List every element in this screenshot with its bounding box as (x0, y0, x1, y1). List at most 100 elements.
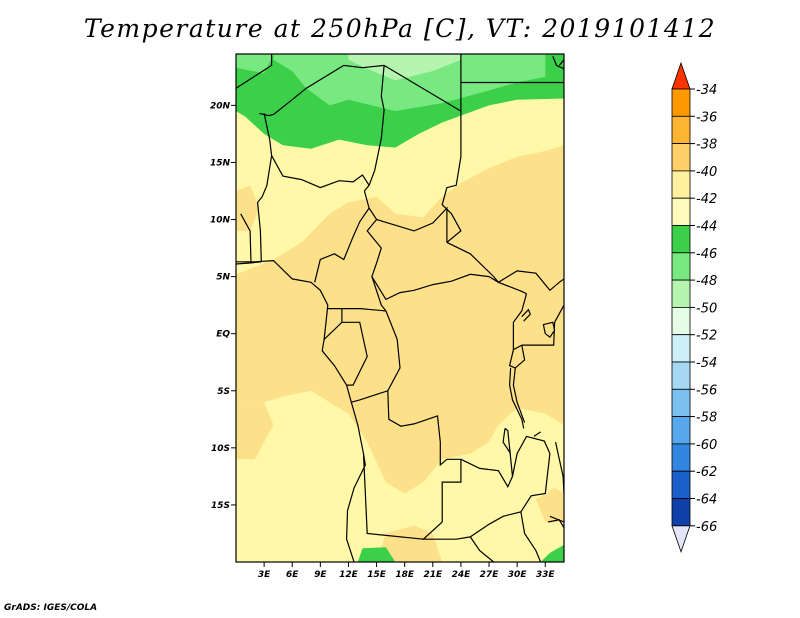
country-borders (235, 54, 565, 563)
border-line (521, 304, 565, 346)
field-region-minus-48 (273, 54, 546, 112)
field-region-minus-40 (535, 487, 564, 522)
lat-tick-label: 15S (211, 501, 230, 511)
border-line (511, 435, 551, 477)
border-line (547, 519, 565, 529)
colorbar-segment (671, 170, 691, 199)
border-line (508, 344, 526, 369)
lat-tick-label: 15N (210, 158, 231, 168)
border-line (376, 206, 448, 243)
border-line (460, 427, 514, 488)
colorbar-segment (671, 498, 691, 527)
colorbar-label: -60 (696, 438, 717, 453)
colorbar: -34 -36 -38 -40 -42 -44 -46 -48 -50 -52 -54 -56 -58 -… (671, 61, 717, 554)
field-region-minus-46 (540, 544, 564, 562)
lon-tick-label: 12E (339, 570, 359, 580)
lake-mweru-shore (502, 428, 512, 454)
colorbar-segment (671, 143, 691, 172)
colorbar-label: -62 (696, 465, 717, 480)
lat-tick-label: 20N (210, 101, 231, 111)
field-region-minus-48 (236, 54, 274, 74)
lon-tick-label: 21E (423, 570, 443, 580)
border-line (362, 453, 424, 540)
lon-tick-label: 24E (452, 570, 472, 580)
lat-tick-label: 5S (217, 387, 230, 397)
lon-tick-label: 27E (480, 570, 500, 580)
colorbar-label: -48 (696, 274, 717, 289)
lon-tick-label: 30E (508, 570, 528, 580)
map-panel: 20N 15N 10N 5N EQ 5S 10S 15S 3E 6E 9E 12E 15E 18E 21E… (210, 53, 565, 580)
colorbar-label: -40 (696, 165, 717, 180)
border-line (271, 155, 370, 189)
lat-tick-label: 5N (216, 273, 230, 283)
border-line (512, 293, 528, 350)
temperature-field (236, 54, 564, 562)
border-line (446, 241, 565, 292)
border-line (520, 511, 542, 563)
longitude-axis: 3E 6E 9E 12E 15E 18E 21E 24E 27E 30E 33E (258, 562, 556, 580)
colorbar-label: -42 (696, 192, 717, 207)
border-line (327, 308, 386, 312)
field-region-minus-40 (236, 145, 564, 494)
field-region-minus-50 (348, 54, 461, 81)
colorbar-label: -46 (696, 247, 717, 262)
colorbar-label: -38 (696, 138, 717, 153)
map-title: Temperature at 250hPa [C], VT: 201910141… (83, 14, 717, 43)
latitude-axis: 20N 15N 10N 5N EQ 5S 10S 15S (210, 101, 236, 511)
border-line (314, 207, 370, 283)
colorbar-bottom-triangle (671, 525, 691, 554)
border-line (240, 213, 252, 263)
lake-tanganyika-shore (512, 367, 526, 423)
lon-tick-label: 18E (395, 570, 415, 580)
colorbar-label: -50 (696, 301, 717, 316)
colorbar-segment (671, 279, 691, 308)
lon-tick-label: 3E (258, 570, 271, 580)
lake-albert-shore (521, 308, 532, 322)
colorbar-label: -64 (696, 493, 717, 508)
border-line (469, 536, 495, 563)
colorbar-segment (671, 197, 691, 226)
border-line (256, 113, 273, 262)
colorbar-label: -56 (696, 383, 717, 398)
border-line (371, 273, 527, 301)
colorbar-segment (671, 334, 691, 363)
colorbar-segment (671, 361, 691, 390)
border-line (351, 310, 401, 403)
colorbar-segment (671, 470, 691, 499)
grads-credit: GrADS: IGES/COLA (4, 603, 98, 613)
border-line (421, 458, 471, 540)
lon-tick-label: 9E (314, 570, 327, 580)
coastline (236, 259, 366, 563)
field-region-minus-40 (236, 402, 274, 460)
colorbar-label: -34 (696, 83, 717, 98)
field-region-minus-40 (236, 185, 260, 231)
colorbar-label: -36 (696, 110, 717, 125)
colorbar-label: -66 (696, 520, 717, 535)
border-line (552, 56, 565, 70)
colorbar-label: -58 (696, 411, 717, 426)
border-line (363, 190, 387, 312)
lat-tick-label: EQ (216, 330, 230, 340)
colorbar-segment (671, 115, 691, 145)
colorbar-label: -44 (696, 220, 717, 235)
colorbar-top-triangle (671, 61, 691, 90)
colorbar-segment (671, 225, 691, 254)
lon-tick-label: 6E (286, 570, 299, 580)
lon-tick-label: 33E (536, 570, 556, 580)
colorbar-segment (671, 388, 691, 417)
colorbar-segment (671, 252, 691, 281)
border-line (558, 59, 565, 66)
border-line (441, 111, 462, 243)
colorbar-segment (671, 416, 691, 445)
border-line (259, 64, 385, 117)
border-line (533, 431, 541, 437)
colorbar-segment (671, 88, 691, 117)
lake-tanganyika-shore (508, 367, 525, 429)
lon-tick-label: 15E (367, 570, 387, 580)
border-line (323, 321, 368, 386)
border-line (549, 515, 565, 523)
field-region-minus-40 (376, 525, 443, 562)
colorbar-label: -52 (696, 329, 717, 344)
lat-tick-label: 10N (210, 216, 231, 226)
